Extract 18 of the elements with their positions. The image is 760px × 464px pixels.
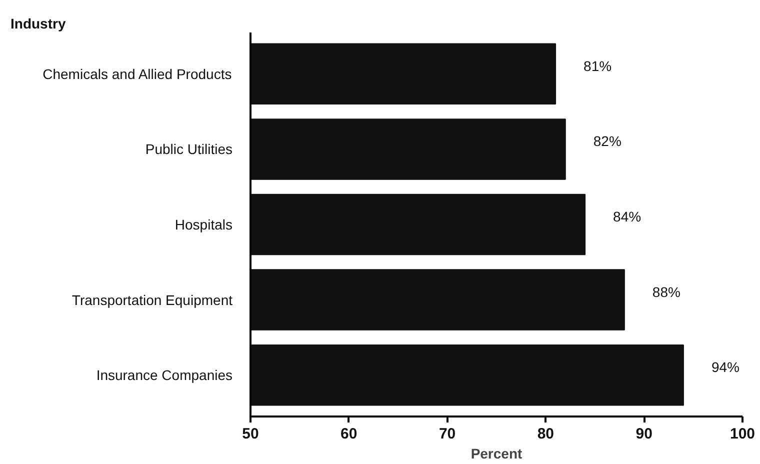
data-label: 81% [584, 58, 612, 74]
y-tick-label: Transportation Equipment [72, 292, 233, 308]
x-axis-title: Percent [470, 446, 523, 462]
y-tick-label: Hospitals [174, 216, 233, 232]
y-tick-label: Public Utilities [145, 141, 233, 158]
data-label: 82% [593, 133, 622, 150]
x-tick-label: 60 [340, 426, 358, 442]
data-label: 94% [711, 359, 740, 376]
x-tick-label: 70 [438, 426, 456, 442]
x-tick-label: 90 [636, 426, 652, 442]
y-tick-label: Insurance Companies [96, 367, 232, 384]
y-axis-title: Industry [10, 16, 66, 32]
x-tick-label: 100 [730, 426, 756, 442]
y-tick-label: Chemicals and Allied Products [42, 66, 232, 82]
x-tick-label: 50 [242, 426, 259, 442]
x-tick-label: 80 [537, 426, 554, 442]
data-label: 84% [613, 208, 642, 224]
data-label: 88% [652, 284, 680, 300]
